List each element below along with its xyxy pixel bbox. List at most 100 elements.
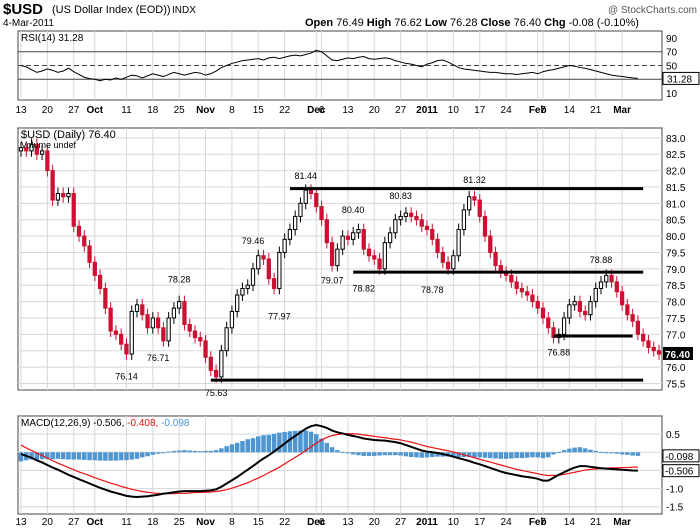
x-tick-label: Dec [307,105,326,116]
macd-hist-last-box [662,449,700,463]
macd-histogram-bar [530,452,535,458]
x-tick-label: 21 [590,105,602,116]
macd-histogram-bar [92,452,98,461]
macd-histogram-bar [161,452,166,454]
macd-tick-label: -1.0 [666,485,684,496]
macd-histogram-bar [113,452,119,461]
macd-title-hist: -0.098 [158,418,190,429]
rsi-tick-label: 50 [666,62,678,73]
rsi-tick-label: 10 [666,89,678,100]
macd-histogram-bar [551,452,556,455]
rsi-title: RSI(14) 31.28 [21,33,84,44]
macd-histogram-bar [287,431,293,453]
macd-histogram-bar [213,450,219,453]
candle [314,193,319,208]
candle [266,258,271,280]
x-tick-label: 27 [395,517,407,528]
candle [656,350,662,355]
macd-tick-label: -1.5 [666,503,684,514]
price-tick-label: 81.0 [666,199,686,210]
macd-histogram-bar [414,452,419,458]
price-tick-label: 77.5 [666,314,686,325]
x-tick-label: Oct [86,105,103,116]
price-annotation: 75.63 [205,388,228,398]
x-tick-label: Nov [196,517,215,528]
candle [155,317,161,329]
candle [61,193,66,198]
x-tick-label: 24 [501,517,513,528]
macd-histogram-bar [625,452,630,455]
candle [335,248,340,267]
candle [372,255,377,260]
rsi-line [20,49,638,82]
candle [71,193,76,227]
candle [18,147,24,152]
quote-bar: Open 76.49 High 76.62 Low 76.28 Close 76… [305,17,639,29]
x-tick-label: 20 [42,517,54,528]
price-tick-label: 83.0 [666,134,686,145]
macd-histogram-bar [466,452,472,458]
candle [166,317,171,342]
candle [119,333,124,345]
candle [646,340,651,348]
macd-histogram-bar [614,452,620,454]
candle [213,369,219,378]
candle [345,235,351,240]
candle [24,147,29,152]
candle [377,258,382,270]
macd-histogram-bar [71,452,76,460]
x-tick-label: 10 [448,105,460,116]
candle [456,229,461,257]
macd-histogram-bar [519,452,525,459]
price-annotation: 76.71 [147,353,170,363]
macd-last-box [662,464,700,478]
price-panel [17,127,663,391]
x-tick-label: 27 [395,105,407,116]
macd-histogram-bar [324,442,330,453]
macd-histogram-bar [308,431,314,453]
candle [208,356,213,371]
macd-histogram-bar [250,438,256,453]
price-annotation: 80.83 [389,191,412,201]
macd-line [20,424,638,498]
macd-histogram-bar [266,434,272,453]
macd-signal-line [20,433,638,495]
candle [103,287,108,309]
symbol-name: (US Dollar Index (EOD)) [52,4,171,16]
x-tick-label: 8 [229,517,235,528]
price-annotation: 78.78 [421,285,444,295]
candle [76,225,82,237]
candle [66,193,71,198]
candle [387,232,393,244]
price-tick-label: 82.0 [666,167,686,178]
candle [609,274,614,283]
candle [50,170,55,201]
x-tick-label: Dec [307,517,326,528]
x-tick-label: 6 [319,105,325,116]
macd-histogram-bar [419,452,424,458]
candle [561,317,567,335]
macd-histogram-bar [292,430,298,453]
x-tick-label: 21 [590,517,602,528]
x-tick-label: 14 [564,517,576,528]
candle [324,219,329,244]
candle [187,324,192,332]
macd-last-value: -0.506 [665,467,694,478]
macd-histogram-bar [124,452,129,461]
x-tick-label: 18 [147,105,159,116]
macd-histogram-bar [635,452,641,456]
candle [308,189,314,195]
exchange: INDX [172,5,196,16]
macd-histogram-bar [319,438,324,453]
macd-histogram-bar [203,450,208,453]
macd-histogram-bar [403,452,409,457]
macd-histogram-bar [329,447,335,453]
macd-histogram-bar [18,452,24,462]
x-tick-label: Nov [196,105,215,116]
macd-histogram-bar [393,452,398,456]
macd-histogram-bar [171,450,177,453]
candle [430,229,435,240]
macd-tick-label: 0.5 [666,430,680,441]
x-tick-label: 8 [229,105,235,116]
candle [261,255,266,260]
